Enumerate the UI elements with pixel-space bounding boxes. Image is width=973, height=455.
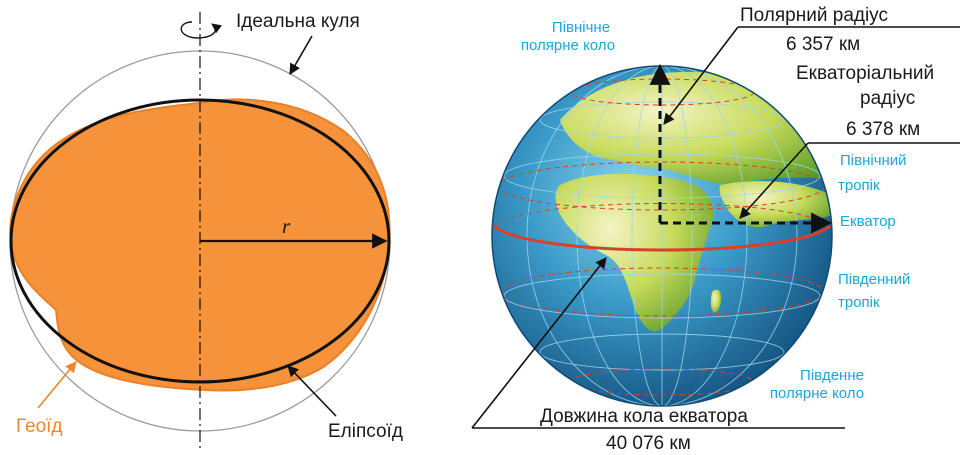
geoid-shape <box>9 98 391 392</box>
tropic-capricorn-label-line2: тропік <box>838 294 880 311</box>
rotation-arrow-icon <box>180 21 222 39</box>
arctic-circle-label-line1: Північне <box>551 19 611 36</box>
equator-label: Екватор <box>840 213 896 230</box>
antarctic-circle-label-line1: Південне <box>800 367 864 384</box>
ideal-sphere-pointer <box>289 35 313 75</box>
ellipsoid-label: Еліпсоїд <box>328 421 403 442</box>
tropic-cancer-label-line2: тропік <box>838 177 880 194</box>
equator-line <box>493 224 831 252</box>
parallels <box>503 101 821 371</box>
equator-length-value: 40 076 км <box>606 433 691 454</box>
madagascar-landmass <box>710 289 722 313</box>
globe <box>491 65 833 407</box>
radius-symbol: r <box>282 214 291 238</box>
tropic-cancer-label-line1: Північний <box>840 152 907 169</box>
equator-length-label: Довжина кола екватора <box>540 406 748 427</box>
geoid-pointer <box>37 361 77 409</box>
arctic-circle-label-line2: полярне коло <box>520 37 616 54</box>
africa-landmass <box>555 173 714 332</box>
equatorial-radius-label-line1: Екваторіальний <box>796 63 935 84</box>
equatorial-radius-value: 6 378 км <box>846 119 921 140</box>
polar-radius-value: 6 357 км <box>786 34 861 55</box>
ideal-sphere-label: Ідеальна куля <box>236 11 360 32</box>
equatorial-radius-label-line2: радіус <box>860 88 916 109</box>
tropic-capricorn-label-line1: Південний <box>838 271 911 288</box>
ellipsoid-pointer <box>287 365 337 417</box>
geoid-label: Геоїд <box>16 416 63 437</box>
leader-lines <box>471 26 960 429</box>
left-figure <box>9 12 391 450</box>
polar-radius-label: Полярний радіус <box>740 5 888 26</box>
meridians <box>526 66 798 406</box>
antarctic-circle-label-line2: полярне коло <box>769 385 865 402</box>
